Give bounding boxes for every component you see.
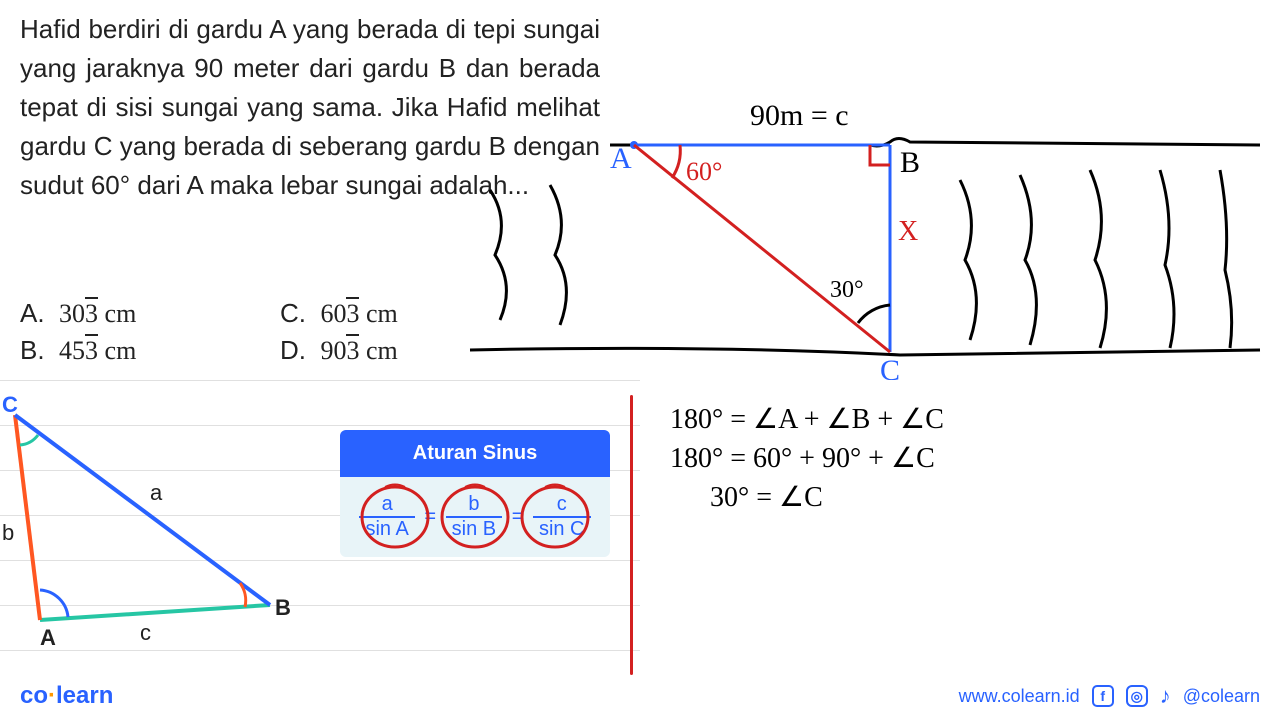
triangle-diagram: A B C a b c — [0, 390, 300, 650]
answer-options: A. 303 cm C. 603 cm B. 453 cm D. 903 cm — [20, 298, 480, 372]
vertex-A: A — [40, 625, 56, 650]
facebook-icon: f — [1092, 685, 1114, 707]
side-c: c — [140, 620, 151, 645]
sine-rule-formula: asin A = bsin B = csin C — [340, 477, 610, 557]
eq-line-3: 30° = ∠C — [710, 478, 944, 517]
option-b: B. 453 cm — [20, 335, 220, 366]
vertex-C: C — [2, 392, 18, 417]
vertex-B: B — [275, 595, 291, 620]
sine-rule-card: Aturan Sinus asin A = bsin B = csin C — [340, 430, 610, 557]
option-a: A. 303 cm — [20, 298, 220, 329]
svg-text:C: C — [880, 354, 900, 380]
tiktok-icon: ♪ — [1160, 683, 1171, 709]
svg-text:X: X — [898, 216, 918, 247]
side-a: a — [150, 480, 163, 505]
sine-rule-title: Aturan Sinus — [340, 430, 610, 477]
svg-text:B: B — [900, 146, 920, 179]
eq-line-1: 180° = ∠A + ∠B + ∠C — [670, 400, 944, 439]
footer-handle: @colearn — [1183, 686, 1260, 707]
brand-logo: co·learn — [20, 682, 113, 710]
side-b: b — [2, 520, 14, 545]
svg-text:A: A — [610, 142, 632, 175]
footer-url: www.colearn.id — [959, 686, 1080, 707]
eq-line-2: 180° = 60° + 90° + ∠C — [670, 439, 944, 478]
handwritten-equations: 180° = ∠A + ∠B + ∠C 180° = 60° + 90° + ∠… — [670, 400, 944, 518]
svg-text:60°: 60° — [686, 157, 722, 186]
vertical-divider — [630, 395, 633, 675]
river-sketch: 90m = c A 60° B X 30° C — [450, 90, 1270, 380]
instagram-icon: ◎ — [1126, 685, 1148, 707]
svg-text:90m = c: 90m = c — [750, 99, 849, 132]
svg-text:30°: 30° — [830, 277, 864, 303]
footer: co·learn www.colearn.id f ◎ ♪ @colearn — [0, 682, 1280, 710]
